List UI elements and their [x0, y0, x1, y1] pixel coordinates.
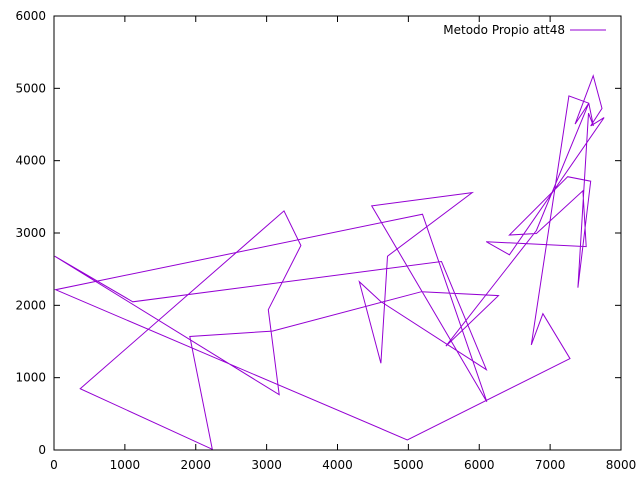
x-tick-label: 4000	[322, 458, 353, 472]
y-tick-label: 4000	[15, 154, 46, 168]
y-axis-ticks: 0 1000 2000 3000 4000 5000 6000	[15, 9, 621, 457]
x-tick-label: 6000	[464, 458, 495, 472]
x-tick-label: 8000	[606, 458, 637, 472]
legend-label: Metodo Propio att48	[443, 23, 565, 37]
y-tick-label: 3000	[15, 226, 46, 240]
legend: Metodo Propio att48	[443, 23, 606, 37]
y-tick-label: 5000	[15, 81, 46, 95]
y-tick-label: 1000	[15, 371, 46, 385]
x-axis-ticks: 0 1000 2000 3000 4000 5000 6000 7000 8000	[50, 16, 636, 472]
x-tick-label: 5000	[393, 458, 424, 472]
x-tick-label: 3000	[251, 458, 282, 472]
series-layer	[53, 74, 605, 451]
y-tick-label: 2000	[15, 298, 46, 312]
series-line	[53, 74, 605, 451]
plot-frame	[53, 15, 622, 451]
x-tick-label: 7000	[535, 458, 566, 472]
x-tick-label: 2000	[180, 458, 211, 472]
y-tick-label: 6000	[15, 9, 46, 23]
x-tick-label: 1000	[110, 458, 141, 472]
x-tick-label: 0	[50, 458, 58, 472]
y-tick-label: 0	[38, 443, 46, 457]
